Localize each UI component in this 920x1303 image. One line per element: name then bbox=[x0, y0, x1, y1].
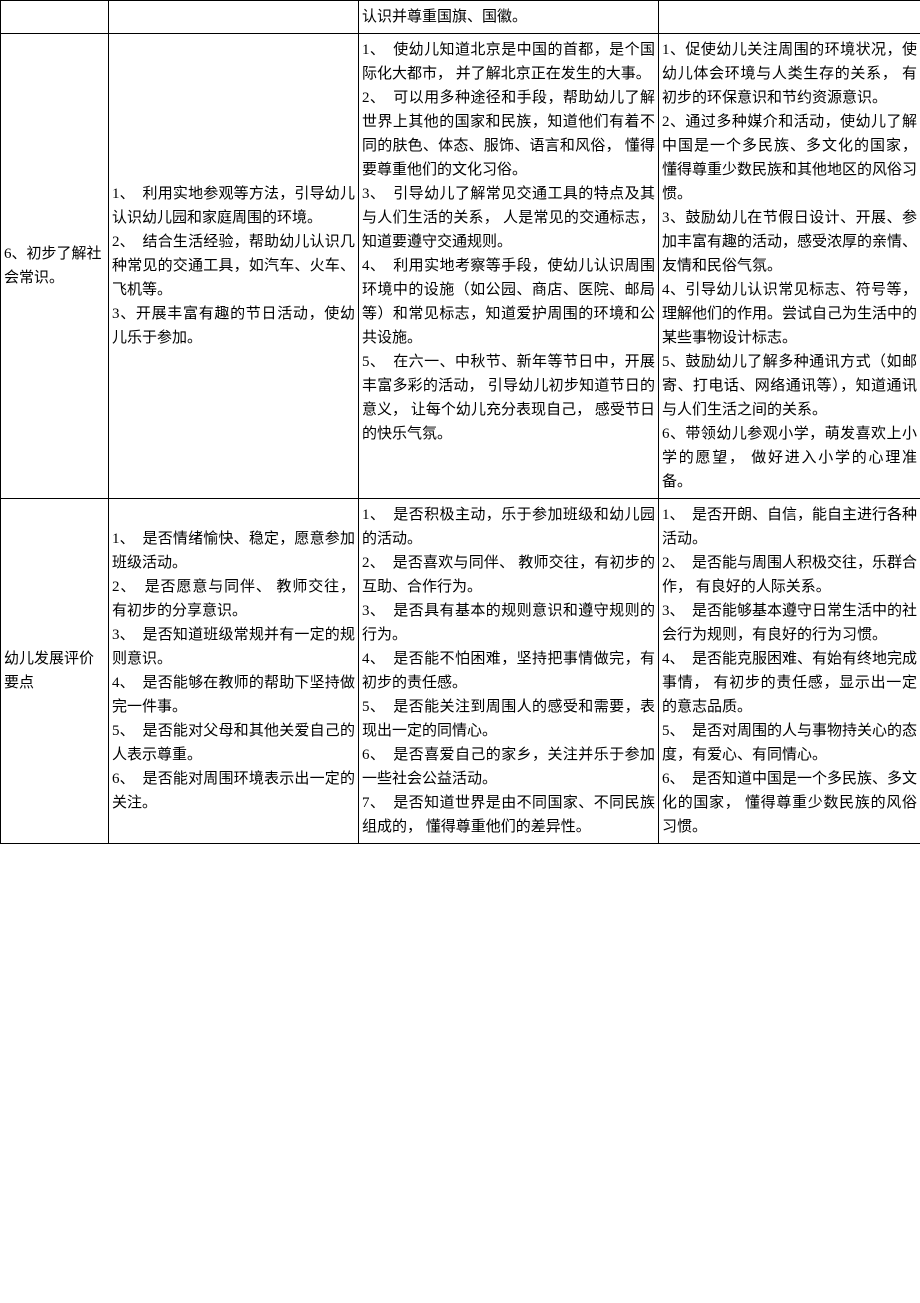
cell-content: 1、 是否开朗、自信，能自主进行各种活动。 2、 是否能与周围人积极交往，乐群合… bbox=[659, 499, 920, 844]
list-item: 1、 是否情绪愉快、稳定，愿意参加班级活动。 bbox=[112, 527, 355, 575]
list-item: 2、 是否愿意与同伴、 教师交往，有初步的分享意识。 bbox=[112, 575, 355, 623]
list-item: 3、 引导幼儿了解常见交通工具的特点及其与人们生活的关系， 人是常见的交通标志，… bbox=[362, 182, 655, 254]
row-label: 6、初步了解社会常识。 bbox=[1, 34, 109, 499]
cell-blank bbox=[659, 1, 920, 34]
cell-text: 认识并尊重国旗、国徽。 bbox=[359, 1, 659, 34]
row-label: 幼儿发展评价要点 bbox=[1, 499, 109, 844]
list-item: 3、 是否知道班级常规并有一定的规则意识。 bbox=[112, 623, 355, 671]
list-item: 5、 是否能对父母和其他关爱自己的人表示尊重。 bbox=[112, 719, 355, 767]
list-item: 4、 是否能不怕困难，坚持把事情做完，有初步的责任感。 bbox=[362, 647, 655, 695]
list-item: 5、 是否对周围的人与事物持关心的态度，有爱心、有同情心。 bbox=[662, 719, 917, 767]
list-item: 2、 是否喜欢与同伴、 教师交往，有初步的互助、合作行为。 bbox=[362, 551, 655, 599]
list-item: 1、 是否开朗、自信，能自主进行各种活动。 bbox=[662, 503, 917, 551]
cell-blank bbox=[109, 1, 359, 34]
list-item: 1、 利用实地参观等方法，引导幼儿认识幼儿园和家庭周围的环境。 bbox=[112, 182, 355, 230]
list-item: 1、促使幼儿关注周围的环境状况，使幼儿体会环境与人类生存的关系， 有初步的环保意… bbox=[662, 38, 917, 110]
cell-content: 1、 是否情绪愉快、稳定，愿意参加班级活动。 2、 是否愿意与同伴、 教师交往，… bbox=[109, 499, 359, 844]
list-item: 4、 是否能够在教师的帮助下坚持做完一件事。 bbox=[112, 671, 355, 719]
table-row: 6、初步了解社会常识。 1、 利用实地参观等方法，引导幼儿认识幼儿园和家庭周围的… bbox=[1, 34, 920, 499]
list-item: 2、 结合生活经验，帮助幼儿认识几种常见的交通工具，如汽车、火车、飞机等。 bbox=[112, 230, 355, 302]
list-item: 7、 是否知道世界是由不同国家、不同民族组成的， 懂得尊重他们的差异性。 bbox=[362, 791, 655, 839]
list-item: 3、 是否具有基本的规则意识和遵守规则的行为。 bbox=[362, 599, 655, 647]
list-item: 6、 是否喜爱自己的家乡，关注并乐于参加一些社会公益活动。 bbox=[362, 743, 655, 791]
list-item: 3、开展丰富有趣的节日活动，使幼儿乐于参加。 bbox=[112, 302, 355, 350]
list-item: 6、 是否知道中国是一个多民族、多文化的国家， 懂得尊重少数民族的风俗习惯。 bbox=[662, 767, 917, 839]
list-item: 2、 可以用多种途径和手段，帮助幼儿了解世界上其他的国家和民族，知道他们有着不同… bbox=[362, 86, 655, 182]
table-row: 幼儿发展评价要点 1、 是否情绪愉快、稳定，愿意参加班级活动。 2、 是否愿意与… bbox=[1, 499, 920, 844]
list-item: 6、 是否能对周围环境表示出一定的关注。 bbox=[112, 767, 355, 815]
cell-content: 1、 利用实地参观等方法，引导幼儿认识幼儿园和家庭周围的环境。 2、 结合生活经… bbox=[109, 34, 359, 499]
list-item: 4、 利用实地考察等手段，使幼儿认识周围环境中的设施（如公园、商店、医院、邮局等… bbox=[362, 254, 655, 350]
curriculum-table: 认识并尊重国旗、国徽。 6、初步了解社会常识。 1、 利用实地参观等方法，引导幼… bbox=[0, 0, 920, 844]
list-item: 5、鼓励幼儿了解多种通讯方式（如邮寄、打电话、网络通讯等），知道通讯与人们生活之… bbox=[662, 350, 917, 422]
list-item: 6、带领幼儿参观小学，萌发喜欢上小学的愿望， 做好进入小学的心理准备。 bbox=[662, 422, 917, 494]
list-item: 5、 是否能关注到周围人的感受和需要，表现出一定的同情心。 bbox=[362, 695, 655, 743]
cell-content: 1、促使幼儿关注周围的环境状况，使幼儿体会环境与人类生存的关系， 有初步的环保意… bbox=[659, 34, 920, 499]
cell-content: 1、 使幼儿知道北京是中国的首都，是个国际化大都市， 并了解北京正在发生的大事。… bbox=[359, 34, 659, 499]
list-item: 3、 是否能够基本遵守日常生活中的社会行为规则，有良好的行为习惯。 bbox=[662, 599, 917, 647]
cell-content: 1、 是否积极主动，乐于参加班级和幼儿园的活动。 2、 是否喜欢与同伴、 教师交… bbox=[359, 499, 659, 844]
list-item: 1、 是否积极主动，乐于参加班级和幼儿园的活动。 bbox=[362, 503, 655, 551]
list-item: 2、 是否能与周围人积极交往，乐群合作， 有良好的人际关系。 bbox=[662, 551, 917, 599]
list-item: 2、通过多种媒介和活动，使幼儿了解中国是一个多民族、多文化的国家， 懂得尊重少数… bbox=[662, 110, 917, 206]
list-item: 4、引导幼儿认识常见标志、符号等，理解他们的作用。尝试自己为生活中的某些事物设计… bbox=[662, 278, 917, 350]
list-item: 1、 使幼儿知道北京是中国的首都，是个国际化大都市， 并了解北京正在发生的大事。 bbox=[362, 38, 655, 86]
table-row: 认识并尊重国旗、国徽。 bbox=[1, 1, 920, 34]
cell-blank bbox=[1, 1, 109, 34]
list-item: 4、 是否能克服困难、有始有终地完成事情， 有初步的责任感，显示出一定的意志品质… bbox=[662, 647, 917, 719]
list-item: 3、鼓励幼儿在节假日设计、开展、参加丰富有趣的活动，感受浓厚的亲情、 友情和民俗… bbox=[662, 206, 917, 278]
list-item: 5、 在六一、中秋节、新年等节日中，开展丰富多彩的活动， 引导幼儿初步知道节日的… bbox=[362, 350, 655, 446]
